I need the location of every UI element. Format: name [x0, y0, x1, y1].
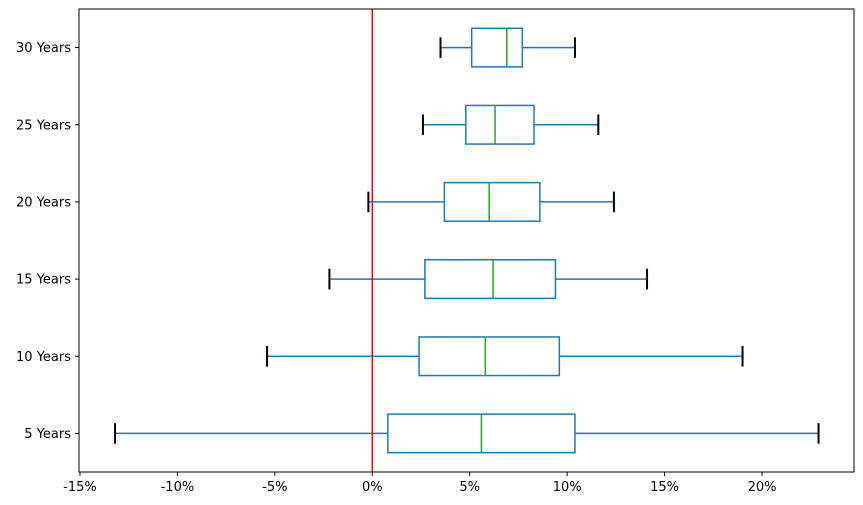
boxplot-row	[266, 336, 744, 377]
x-tick-label: 5%	[459, 480, 480, 495]
boxplot-row	[439, 27, 576, 68]
x-tick-label: 20%	[748, 480, 777, 495]
iqr-box	[418, 336, 561, 377]
boxplot-row	[114, 413, 820, 454]
y-tick-label: 5 Years	[24, 427, 71, 442]
x-tick-label: -10%	[161, 480, 195, 495]
y-tick-label: 15 Years	[16, 273, 71, 288]
x-tick-label: -5%	[262, 480, 287, 495]
y-tick-label: 30 Years	[16, 41, 71, 56]
x-tick-label: 15%	[650, 480, 679, 495]
y-tick-label: 10 Years	[16, 350, 71, 365]
y-tick-label: 25 Years	[16, 118, 71, 133]
iqr-box	[465, 104, 535, 145]
iqr-box	[470, 27, 524, 68]
iqr-box	[443, 181, 541, 222]
iqr-box	[424, 259, 557, 300]
boxplot-row	[367, 181, 615, 222]
x-tick-label: 10%	[553, 480, 582, 495]
boxplot-row	[328, 259, 649, 300]
y-tick-label: 20 Years	[16, 195, 71, 210]
x-tick-label: 0%	[362, 480, 383, 495]
plot-border	[78, 8, 855, 473]
x-tick-label: -15%	[63, 480, 97, 495]
boxplot-row	[421, 104, 600, 145]
